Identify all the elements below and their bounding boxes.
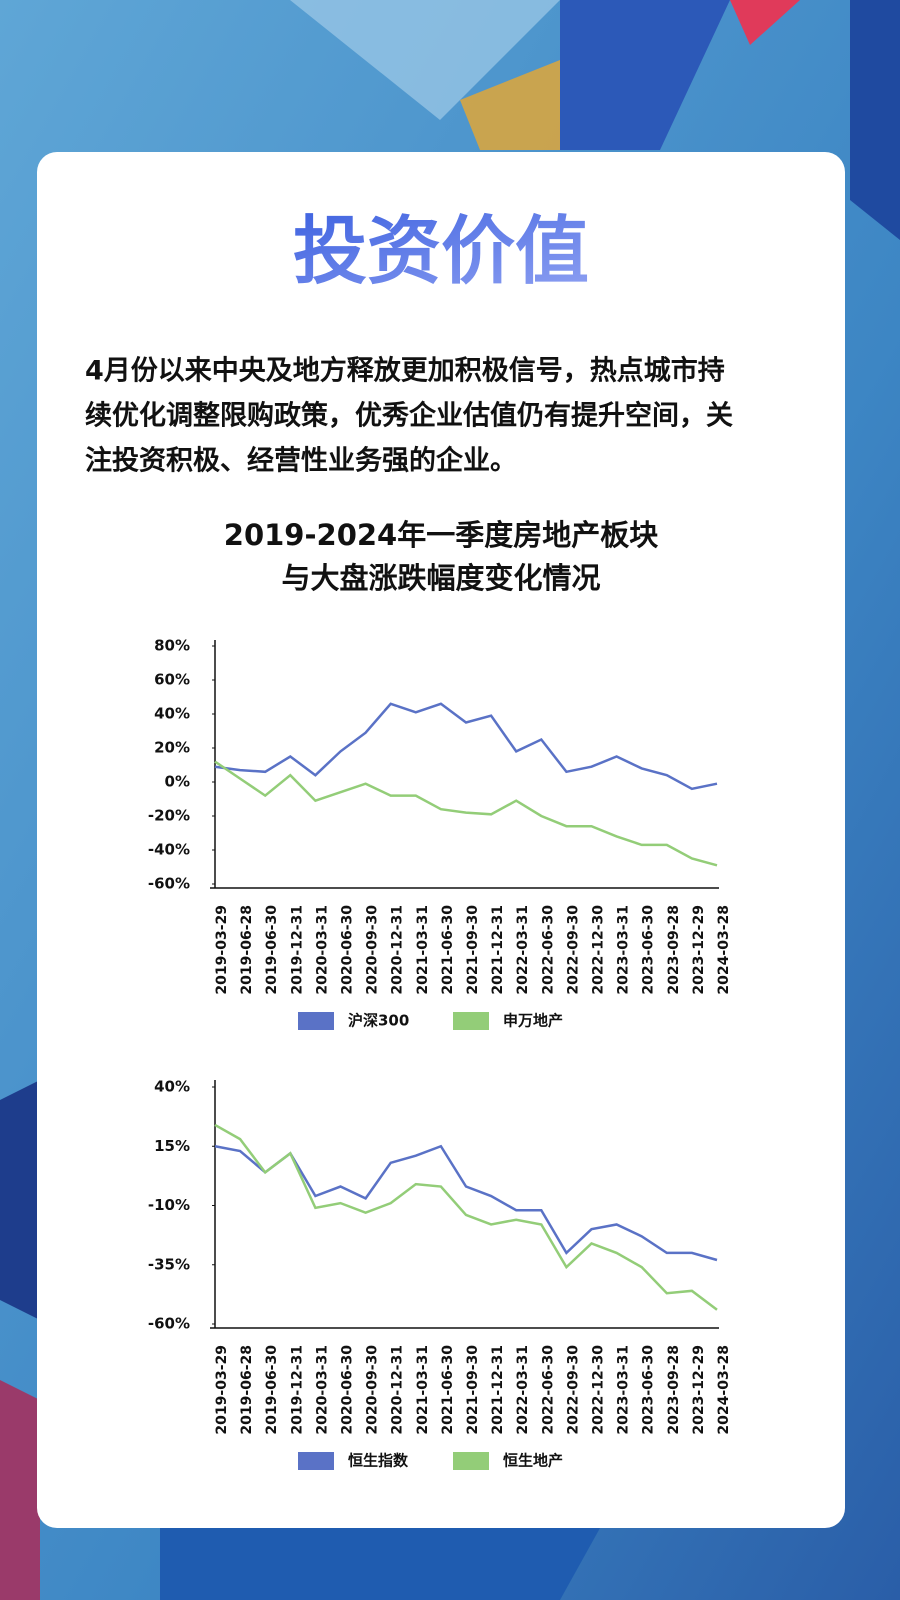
- legend-label: 申万地产: [503, 1012, 563, 1030]
- x-tick-label: 2024-03-28: [716, 1345, 732, 1435]
- y-tick-label: -60%: [148, 875, 190, 893]
- body-line: 注投资积极、经营性业务强的企业。: [85, 445, 517, 477]
- y-tick-label: 0%: [165, 773, 190, 791]
- x-tick-label: 2022-06-30: [540, 1345, 556, 1435]
- y-tick-label: 80%: [154, 637, 190, 655]
- legend-label: 恒生指数: [348, 1452, 409, 1470]
- x-tick-label: 2019-06-30: [264, 1345, 280, 1435]
- x-tick-label: 2020-12-31: [390, 1345, 406, 1435]
- x-tick-label: 2021-03-31: [415, 905, 431, 995]
- x-tick-label: 2022-12-30: [591, 905, 607, 995]
- legend-label: 沪深300: [348, 1012, 409, 1030]
- y-tick-label: -60%: [148, 1315, 190, 1333]
- body-line: 4月份以来中央及地方释放更加积极信号，热点城市持: [85, 355, 725, 387]
- x-tick-label: 2021-12-31: [490, 1345, 506, 1435]
- decor: [0, 1080, 40, 1320]
- title: 投资价值: [293, 209, 589, 295]
- y-tick-label: 60%: [154, 671, 190, 689]
- x-tick-label: 2021-09-30: [465, 905, 481, 995]
- y-tick-label: 20%: [154, 739, 190, 757]
- x-tick-label: 2019-03-29: [214, 905, 230, 995]
- x-tick-label: 2020-03-31: [314, 905, 330, 995]
- decor: [850, 0, 900, 240]
- card: [37, 152, 845, 1528]
- series-line: [214, 702, 718, 791]
- series-line: [214, 1123, 718, 1311]
- chart-title: 与大盘涨跌幅度变化情况: [281, 561, 600, 595]
- legend-label: 恒生地产: [503, 1452, 563, 1470]
- y-tick-label: -35%: [148, 1255, 190, 1273]
- y-tick-label: 40%: [154, 1078, 190, 1096]
- x-tick-label: 2023-03-31: [616, 905, 632, 995]
- x-tick-label: 2021-12-31: [490, 905, 506, 995]
- x-tick-label: 2023-06-30: [641, 1345, 657, 1435]
- y-tick-label: 40%: [154, 705, 190, 723]
- x-tick-label: 2019-12-31: [289, 905, 305, 995]
- x-tick-label: 2022-03-31: [515, 905, 531, 995]
- x-tick-label: 2021-06-30: [440, 905, 456, 995]
- x-tick-label: 2023-06-30: [641, 905, 657, 995]
- decor: [460, 60, 560, 150]
- x-tick-label: 2019-06-30: [264, 905, 280, 995]
- x-tick-label: 2021-06-30: [440, 1345, 456, 1435]
- x-tick-label: 2023-09-28: [666, 1345, 682, 1435]
- x-tick-label: 2020-06-30: [340, 905, 356, 995]
- x-tick-label: 2019-12-31: [289, 1345, 305, 1435]
- x-tick-label: 2022-12-30: [591, 1345, 607, 1435]
- x-tick-label: 2022-06-30: [540, 905, 556, 995]
- legend-swatch: [298, 1012, 334, 1030]
- body-line: 续优化调整限购政策，优秀企业估值仍有提升空间，关: [85, 400, 733, 432]
- x-tick-label: 2023-09-28: [666, 905, 682, 995]
- x-tick-label: 2023-03-31: [616, 1345, 632, 1435]
- x-tick-label: 2023-12-29: [691, 905, 707, 995]
- y-tick-label: 15%: [154, 1137, 190, 1155]
- legend-swatch: [453, 1452, 489, 1470]
- decor: [0, 1380, 40, 1600]
- decor: [730, 0, 800, 45]
- x-tick-label: 2020-06-30: [340, 1345, 356, 1435]
- x-tick-label: 2019-06-28: [239, 1345, 255, 1435]
- legend-swatch: [453, 1012, 489, 1030]
- x-tick-label: 2021-09-30: [465, 1345, 481, 1435]
- x-tick-label: 2022-09-30: [565, 905, 581, 995]
- x-tick-label: 2022-03-31: [515, 1345, 531, 1435]
- chart-title: 2019-2024年一季度房地产板块: [224, 518, 658, 552]
- decor: [290, 0, 560, 120]
- x-tick-label: 2020-09-30: [365, 1345, 381, 1435]
- x-tick-label: 2024-03-28: [716, 905, 732, 995]
- series-line: [214, 1144, 718, 1262]
- y-tick-label: -10%: [148, 1196, 190, 1214]
- x-tick-label: 2019-06-28: [239, 905, 255, 995]
- x-tick-label: 2023-12-29: [691, 1345, 707, 1435]
- legend-swatch: [298, 1452, 334, 1470]
- x-tick-label: 2019-03-29: [214, 1345, 230, 1435]
- y-tick-label: -20%: [148, 807, 190, 825]
- x-tick-label: 2020-03-31: [314, 1345, 330, 1435]
- decor: [160, 1528, 600, 1600]
- x-tick-label: 2022-09-30: [565, 1345, 581, 1435]
- decor: [560, 0, 730, 150]
- x-tick-label: 2020-09-30: [365, 905, 381, 995]
- x-tick-label: 2021-03-31: [415, 1345, 431, 1435]
- y-tick-label: -40%: [148, 841, 190, 859]
- series-line: [214, 760, 718, 867]
- x-tick-label: 2020-12-31: [390, 905, 406, 995]
